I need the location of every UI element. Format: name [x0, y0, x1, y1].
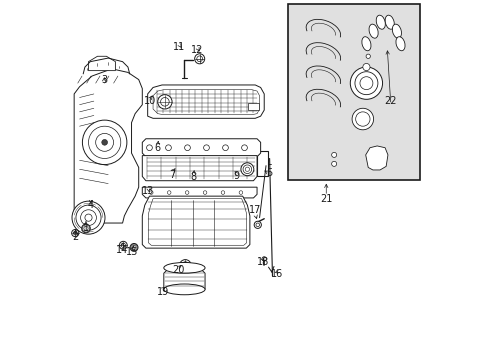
- Circle shape: [194, 54, 204, 64]
- Text: 11: 11: [173, 42, 185, 52]
- Ellipse shape: [385, 15, 393, 29]
- Text: 22: 22: [384, 96, 396, 106]
- Ellipse shape: [375, 15, 385, 29]
- Circle shape: [349, 67, 382, 99]
- Circle shape: [241, 163, 253, 176]
- Circle shape: [81, 224, 90, 233]
- Circle shape: [73, 231, 77, 235]
- Ellipse shape: [391, 24, 401, 38]
- Ellipse shape: [163, 284, 204, 295]
- Circle shape: [366, 54, 369, 58]
- Bar: [287, 4, 419, 180]
- Polygon shape: [88, 56, 115, 71]
- Circle shape: [359, 77, 372, 90]
- Polygon shape: [153, 90, 259, 115]
- Circle shape: [130, 243, 138, 251]
- Polygon shape: [142, 187, 257, 198]
- Circle shape: [81, 210, 96, 226]
- Text: 20: 20: [172, 265, 184, 275]
- Circle shape: [229, 162, 236, 169]
- Text: 16: 16: [271, 269, 283, 279]
- Circle shape: [119, 241, 127, 249]
- Circle shape: [76, 205, 101, 230]
- Polygon shape: [142, 139, 260, 157]
- Text: 15: 15: [126, 247, 139, 257]
- Text: 9: 9: [233, 171, 239, 181]
- Circle shape: [132, 245, 136, 249]
- Text: 14: 14: [116, 245, 128, 255]
- Text: 12: 12: [191, 45, 203, 55]
- Text: 7: 7: [168, 170, 175, 180]
- Circle shape: [351, 108, 373, 130]
- Circle shape: [192, 166, 196, 169]
- Circle shape: [146, 145, 152, 150]
- Circle shape: [354, 72, 377, 95]
- Circle shape: [174, 166, 177, 169]
- Polygon shape: [365, 146, 387, 170]
- Circle shape: [85, 214, 92, 221]
- Circle shape: [160, 98, 169, 106]
- Text: 17: 17: [248, 206, 261, 216]
- Circle shape: [172, 164, 179, 171]
- Circle shape: [222, 145, 228, 150]
- Circle shape: [121, 243, 125, 247]
- Circle shape: [82, 120, 126, 165]
- Text: 2: 2: [72, 232, 78, 242]
- Circle shape: [182, 262, 188, 269]
- Text: 3: 3: [101, 75, 107, 85]
- Circle shape: [362, 63, 369, 71]
- Circle shape: [83, 226, 88, 230]
- Text: 5: 5: [266, 168, 272, 178]
- Circle shape: [331, 152, 336, 157]
- Ellipse shape: [395, 37, 404, 51]
- Text: 19: 19: [156, 287, 168, 297]
- Circle shape: [203, 191, 206, 194]
- Text: 13: 13: [142, 186, 154, 196]
- Circle shape: [96, 134, 113, 151]
- Polygon shape: [142, 156, 257, 181]
- Circle shape: [255, 223, 259, 226]
- Circle shape: [88, 126, 121, 158]
- Text: 21: 21: [320, 194, 332, 204]
- Circle shape: [184, 145, 190, 150]
- Circle shape: [167, 191, 171, 194]
- Circle shape: [165, 145, 171, 150]
- Circle shape: [254, 221, 261, 228]
- Circle shape: [221, 191, 224, 194]
- Bar: [247, 103, 258, 110]
- Circle shape: [149, 191, 153, 194]
- Ellipse shape: [368, 24, 377, 38]
- Circle shape: [243, 165, 251, 174]
- Ellipse shape: [163, 262, 204, 273]
- Polygon shape: [74, 69, 142, 223]
- Polygon shape: [163, 268, 204, 289]
- Circle shape: [190, 164, 198, 171]
- Circle shape: [196, 56, 202, 62]
- Ellipse shape: [361, 37, 370, 51]
- Circle shape: [185, 191, 188, 194]
- Circle shape: [231, 164, 234, 167]
- Circle shape: [262, 257, 266, 261]
- Polygon shape: [147, 85, 264, 118]
- Circle shape: [102, 139, 107, 145]
- Text: 1: 1: [83, 224, 89, 233]
- Circle shape: [72, 229, 79, 237]
- Polygon shape: [142, 196, 249, 248]
- Circle shape: [244, 167, 249, 171]
- Text: 10: 10: [144, 96, 156, 106]
- Circle shape: [331, 161, 336, 166]
- Circle shape: [355, 112, 369, 126]
- Circle shape: [241, 145, 247, 150]
- Circle shape: [239, 191, 242, 194]
- Text: 18: 18: [257, 257, 269, 267]
- Circle shape: [203, 145, 209, 150]
- Circle shape: [72, 201, 105, 234]
- Text: 6: 6: [154, 143, 161, 153]
- Circle shape: [179, 260, 191, 271]
- Text: 8: 8: [190, 172, 196, 182]
- Circle shape: [158, 95, 172, 109]
- Text: 4: 4: [88, 200, 94, 210]
